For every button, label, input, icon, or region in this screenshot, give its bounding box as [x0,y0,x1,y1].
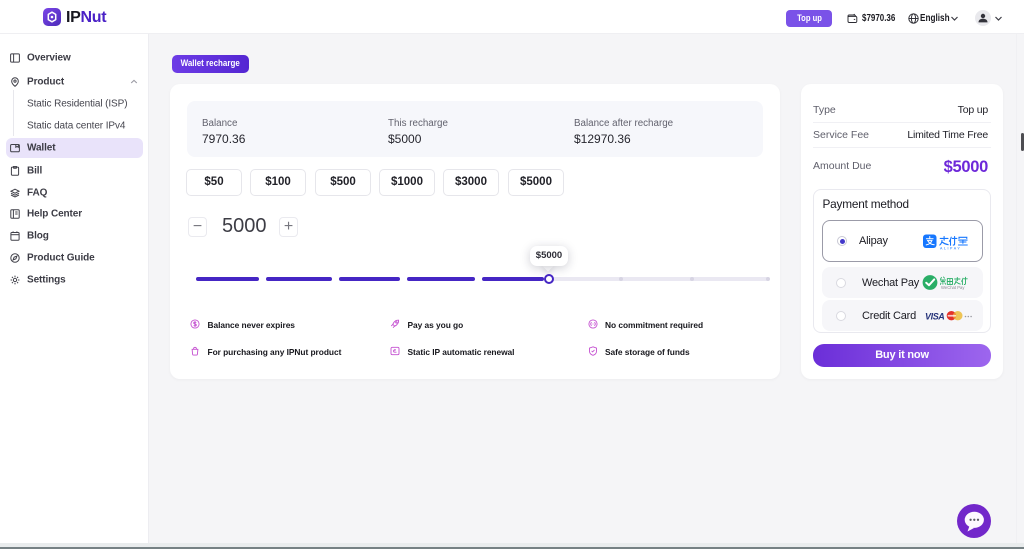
svg-text:ALIPAY: ALIPAY [940,246,961,250]
svg-text:VISA: VISA [925,311,944,321]
svg-text:WeChat Pay: WeChat Pay [941,285,965,290]
